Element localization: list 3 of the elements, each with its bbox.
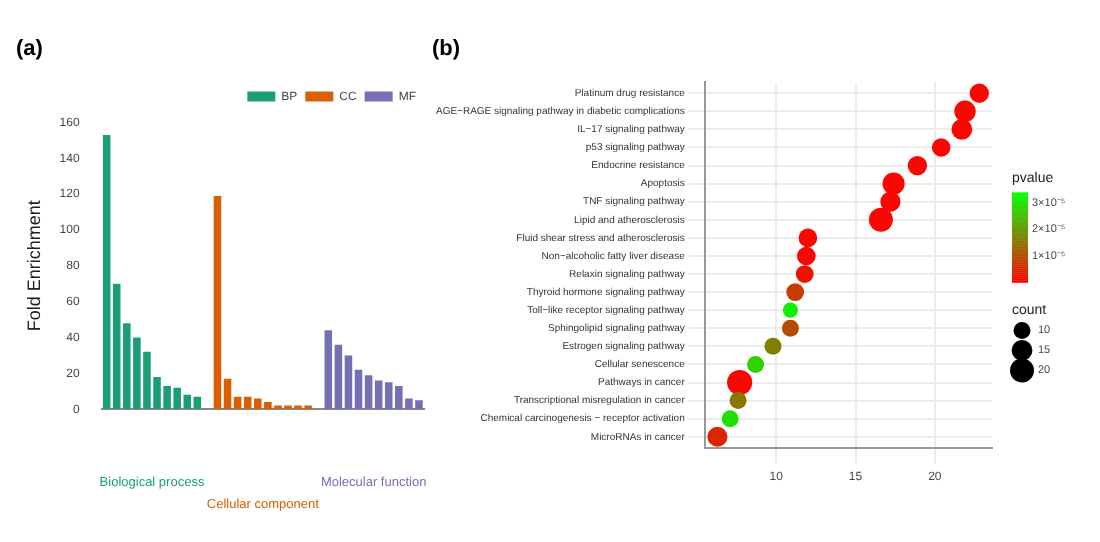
- y-axis-title: Fold Enrichment: [23, 199, 44, 332]
- chart-title: (a): [16, 37, 44, 62]
- text: (b): [432, 37, 461, 62]
